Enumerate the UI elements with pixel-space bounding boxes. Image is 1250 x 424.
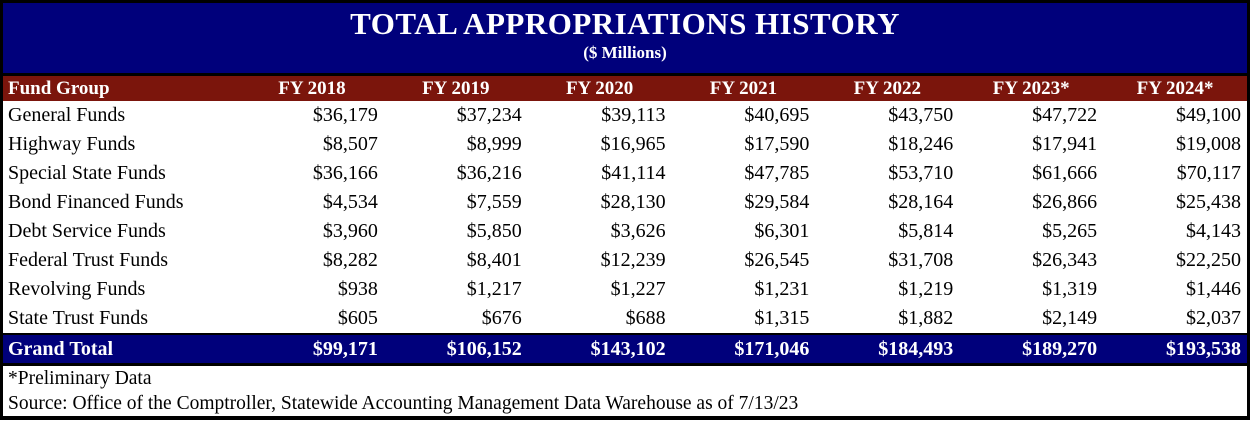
table-row-general-funds: General Funds $36,179 $37,234 $39,113 $40,69… [3,101,1247,130]
row-value: $6,301 [754,220,810,242]
units-subtitle: ($ Millions) [583,43,667,62]
row-value: $17,590 [744,133,810,155]
row-value: $39,113 [601,104,666,126]
row-value: $605 [337,307,378,329]
source-line: Source: Office of the Comptroller, State… [8,393,799,414]
row-value: $4,143 [1186,220,1241,242]
column-header-fy-2022: FY 2022 [853,77,922,99]
row-value: $28,130 [600,191,666,213]
table-row-revolving-funds: Revolving Funds $938 $1,217 $1,227 $1,231 $1,… [3,275,1247,304]
table-row-state-trust-funds: State Trust Funds $605 $676 $688 $1,315 $1,88… [3,304,1247,333]
row-value: $7,559 [466,191,522,213]
page-title: TOTAL APPROPRIATIONS HISTORY [350,6,900,41]
row-value: $47,785 [744,162,810,184]
row-value: $25,438 [1176,191,1241,213]
row-label: Highway Funds [8,133,136,155]
data-rows: General Funds $36,179 $37,234 $39,113 $40,69… [3,101,1247,333]
row-value: $8,999 [466,133,522,155]
row-value: $5,850 [466,220,522,242]
row-label: Federal Trust Funds [8,249,169,271]
column-header-fy-2021: FY 2021 [709,77,778,99]
row-value: $70,117 [1176,162,1241,184]
column-header-row: Fund Group FY 2018 FY 2019 FY 2020 FY 2021 FY… [3,73,1247,101]
grand-total-value: $99,171 [312,337,378,360]
column-header-fy-2018: FY 2018 [278,77,346,99]
row-value: $1,319 [1042,278,1098,300]
row-value: $8,401 [466,249,522,271]
row-value: $1,227 [610,278,666,300]
row-value: $5,814 [898,220,954,242]
row-value: $12,239 [600,249,666,271]
column-header-fy-2024: FY 2024* [1136,77,1214,99]
row-value: $2,037 [1186,307,1241,329]
row-value: $1,315 [754,307,810,329]
row-value: $1,231 [754,278,810,300]
row-value: $2,149 [1042,307,1098,329]
grand-total-row: Grand Total $99,171 $106,152 $143,102 $171,0… [3,333,1247,366]
table-row-debt-service-funds: Debt Service Funds $3,960 $5,850 $3,626 $6,3… [3,217,1247,246]
table-row-bond-financed-funds: Bond Financed Funds $4,534 $7,559 $28,130 $2… [3,188,1247,217]
row-value: $61,666 [1032,162,1098,184]
grand-total-value: $106,152 [446,337,522,360]
column-header-fy-2023: FY 2023* [992,77,1070,99]
row-value: $26,545 [744,249,810,271]
row-value: $36,179 [312,104,378,126]
table-footer: *Preliminary Data Source: Office of the … [3,366,1247,416]
row-value: $18,246 [888,133,954,155]
row-value: $16,965 [600,133,666,155]
grand-total-label: Grand Total [8,337,114,360]
row-value: $1,882 [898,307,954,329]
row-label: Revolving Funds [8,278,146,300]
row-value: $5,265 [1042,220,1098,242]
row-value: $4,534 [322,191,378,213]
grand-total-value: $193,538 [1166,337,1241,360]
table-row-highway-funds: Highway Funds $8,507 $8,999 $16,965 $17,590 $… [3,130,1247,159]
grand-total-value: $143,102 [590,337,666,360]
row-value: $8,507 [322,133,378,155]
row-label: General Funds [8,104,126,126]
row-value: $47,722 [1032,104,1098,126]
row-value: $36,216 [456,162,522,184]
row-value: $17,941 [1032,133,1098,155]
row-value: $3,960 [322,220,378,242]
row-value: $36,166 [312,162,378,184]
row-value: $28,164 [888,191,954,213]
row-value: $1,219 [898,278,954,300]
row-value: $41,114 [601,162,666,184]
row-value: $22,250 [1176,249,1241,271]
row-value: $53,710 [888,162,954,184]
column-header-fund-group: Fund Group [8,77,110,99]
row-value: $19,008 [1176,133,1241,155]
row-value: $40,695 [744,104,810,126]
row-label: Special State Funds [8,162,166,184]
row-value: $676 [481,307,522,329]
column-header-fy-2020: FY 2020 [565,77,634,99]
title-band: TOTAL APPROPRIATIONS HISTORY ($ Millions… [3,3,1247,73]
row-value: $43,750 [888,104,954,126]
row-value: $3,626 [610,220,666,242]
row-value: $26,866 [1032,191,1098,213]
row-label: Debt Service Funds [8,220,166,242]
table-row-federal-trust-funds: Federal Trust Funds $8,282 $8,401 $12,239 $2… [3,246,1247,275]
row-label: State Trust Funds [8,307,149,329]
row-value: $1,217 [466,278,522,300]
grand-total-value: $184,493 [878,337,954,360]
row-value: $938 [337,278,378,300]
row-value: $29,584 [744,191,810,213]
row-label: Bond Financed Funds [8,191,184,213]
row-value: $49,100 [1176,104,1241,126]
row-value: $1,446 [1186,278,1241,300]
column-header-fy-2019: FY 2019 [422,77,490,99]
row-value: $31,708 [888,249,954,271]
row-value: $37,234 [456,104,522,126]
footnote: *Preliminary Data [8,368,152,389]
grand-total-value: $189,270 [1022,337,1098,360]
row-value: $8,282 [322,249,378,271]
grand-total-value: $171,046 [734,337,810,360]
table-row-special-state-funds: Special State Funds $36,166 $36,216 $41,114… [3,159,1247,188]
row-value: $26,343 [1032,249,1098,271]
row-value: $688 [625,307,666,329]
